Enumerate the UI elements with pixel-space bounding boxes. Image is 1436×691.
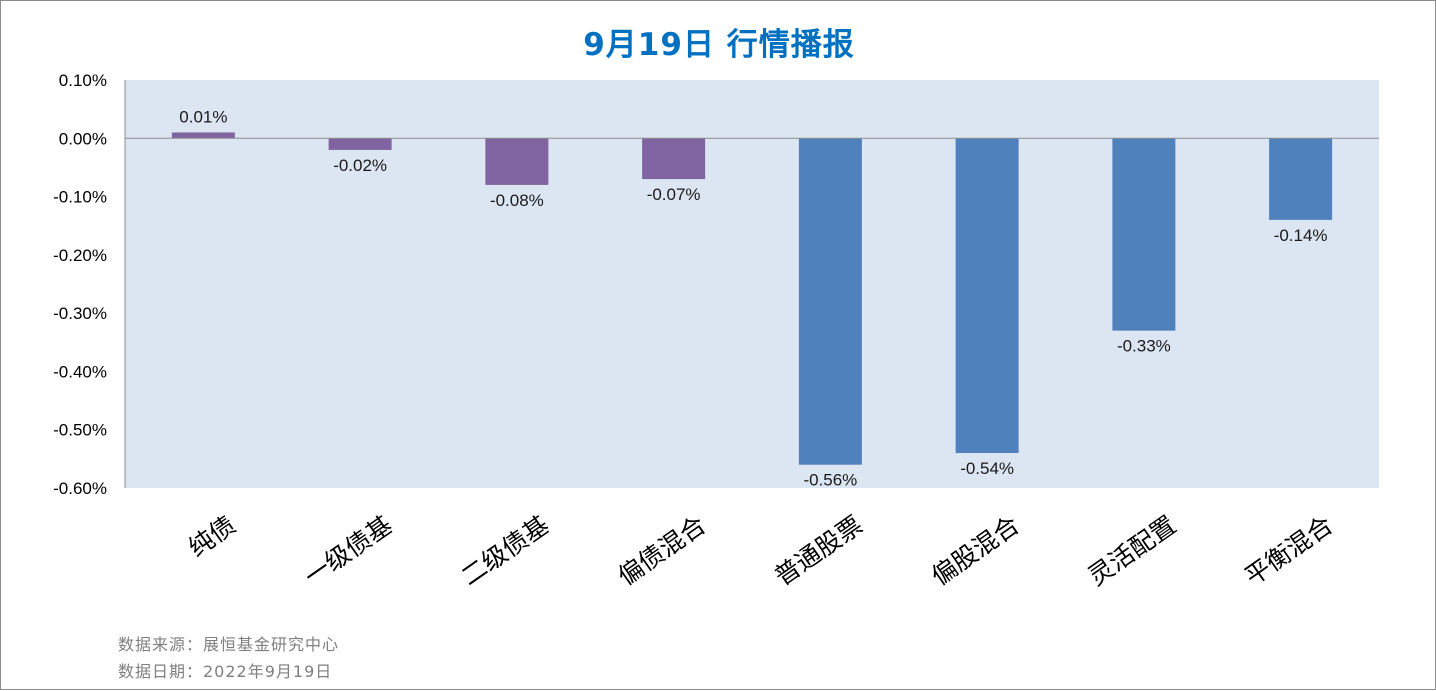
data-label: -0.08% — [490, 191, 544, 210]
data-label: -0.14% — [1274, 226, 1328, 245]
footer-date: 数据日期：2022年9月19日 — [118, 662, 333, 681]
y-tick-label: -0.30% — [53, 304, 107, 323]
y-tick-label: 0.00% — [59, 129, 107, 148]
data-label: -0.07% — [647, 185, 701, 204]
plot-area — [125, 80, 1379, 488]
y-tick-label: -0.60% — [53, 479, 107, 498]
y-tick-label: -0.20% — [53, 246, 107, 265]
y-tick-label: -0.40% — [53, 362, 107, 381]
bars — [171, 132, 1333, 465]
bar — [798, 138, 862, 465]
category-label: 一级债基 — [299, 510, 398, 591]
bar — [171, 132, 235, 139]
bar — [485, 138, 549, 185]
category-label: 二级债基 — [456, 510, 555, 591]
bar — [955, 138, 1019, 454]
x-axis-categories: 纯债 一级债基 二级债基 偏债混合 普通股票 偏股混合 灵活配置 平衡混合 — [183, 510, 1338, 591]
data-label: -0.56% — [803, 471, 857, 490]
data-label: 0.01% — [179, 107, 227, 126]
bar — [1112, 138, 1176, 331]
bar — [642, 138, 706, 180]
category-label: 纯债 — [183, 510, 241, 562]
data-label: -0.33% — [1117, 337, 1171, 356]
y-tick-label: 0.10% — [59, 71, 107, 90]
data-label: -0.02% — [333, 156, 387, 175]
bar — [328, 138, 392, 150]
category-label: 平衡混合 — [1240, 510, 1339, 591]
y-axis: 0.10% 0.00% -0.10% -0.20% -0.30% -0.40% -0.50%… — [53, 71, 107, 498]
category-label: 普通股票 — [769, 510, 868, 591]
y-tick-label: -0.10% — [53, 188, 107, 207]
y-tick-label: -0.50% — [53, 421, 107, 440]
footer-source: 数据来源：展恒基金研究中心 — [118, 635, 340, 654]
chart-title: 9月19日 行情播报 — [583, 27, 855, 63]
category-label: 偏债混合 — [613, 510, 712, 591]
category-label: 灵活配置 — [1083, 510, 1182, 591]
data-labels: 0.01% -0.02% -0.08% -0.07% -0.56% -0.54% -0.33… — [179, 107, 1327, 489]
category-label: 偏股混合 — [926, 510, 1025, 591]
bar — [1269, 138, 1333, 220]
data-label: -0.54% — [960, 459, 1014, 478]
